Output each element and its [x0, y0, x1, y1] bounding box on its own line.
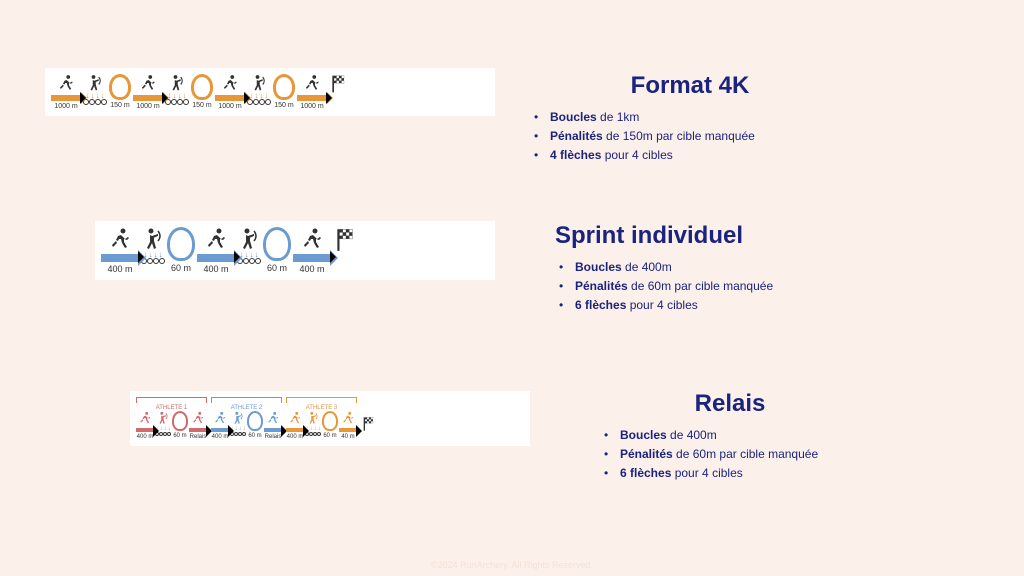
diagram-relais: ATHLETE 1 400 m ↓↓↓↓ 60 m Relais ATHLETE…: [130, 391, 530, 446]
diagram-sprint: 400 m↓↓↓↓60 m400 m↓↓↓↓60 m400 m: [95, 221, 495, 280]
bullets-relais: Boucles de 400m Pénalités de 60m par cib…: [600, 426, 860, 484]
bullets-sprint: Boucles de 400m Pénalités de 60m par cib…: [555, 258, 773, 316]
diagram-4k: 1000 m↓↓↓↓150 m1000 m↓↓↓↓150 m1000 m↓↓↓↓…: [45, 68, 495, 116]
title-sprint: Sprint individuel: [555, 222, 773, 250]
title-relais: Relais: [600, 390, 860, 418]
footer-text: ©2024 RunArchery. All Rights Reserved.: [0, 560, 1024, 570]
title-4k: Format 4K: [530, 72, 850, 100]
bullets-4k: Boucles de 1km Pénalités de 150m par cib…: [530, 108, 850, 166]
